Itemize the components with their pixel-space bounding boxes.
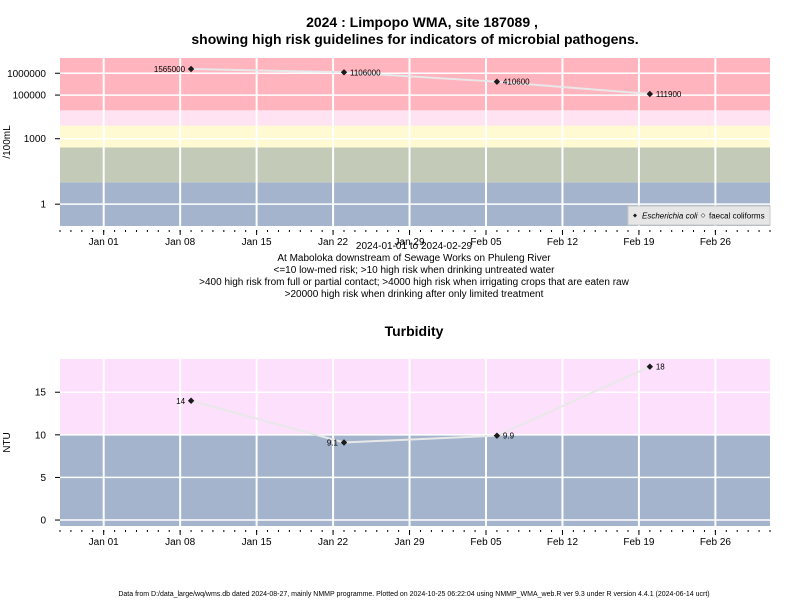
- x-tick-label-feb-05: Feb 05: [470, 537, 502, 548]
- data-point-111900: [646, 90, 654, 98]
- data-label-111900: 111900: [656, 90, 682, 99]
- data-point-410600: [493, 78, 501, 85]
- legend-label-faecal-coliforms: faecal coliforms: [709, 212, 765, 221]
- x-tick-label-feb-05: Feb 05: [470, 237, 502, 248]
- risk-band-4: [60, 110, 770, 126]
- data-point-14: [187, 397, 195, 404]
- guideline-note-2: >400 high risk from full or partial cont…: [199, 277, 629, 288]
- data-label-410600: 410600: [503, 78, 530, 87]
- y-tick-label-15: 15: [35, 388, 47, 399]
- chart-title-line1: 2024 : Limpopo WMA, site 187089 ,: [306, 14, 538, 30]
- data-point-1106000: [340, 69, 348, 76]
- x-tick-label-jan-29: Jan 29: [395, 237, 425, 248]
- data-label-9.9: 9.9: [503, 432, 515, 441]
- x-tick-label-feb-12: Feb 12: [547, 537, 579, 548]
- legend-box: [627, 205, 771, 226]
- y-axis-label: NTU: [2, 432, 13, 453]
- data-point-9.1: [340, 439, 348, 446]
- data-label-9.1: 9.1: [327, 439, 339, 448]
- y-tick-label-0: 0: [40, 516, 46, 527]
- data-point-18: [646, 363, 654, 370]
- site-description-note: At Maboloka downstream of Sewage Works o…: [277, 253, 551, 264]
- y-tick-label-100000: 100000: [13, 91, 47, 102]
- x-tick-label-jan-08: Jan 08: [165, 537, 195, 548]
- x-tick-label-feb-12: Feb 12: [547, 237, 579, 248]
- x-tick-label-jan-22: Jan 22: [318, 537, 348, 548]
- date-range-note: 2024-01-01 to 2024-02-29: [356, 241, 473, 252]
- turbidity-panel: Jan 01 Jan 08 Jan 15 Jan 22 Jan 29 Feb 05 Feb …: [2, 359, 771, 548]
- data-label-1565000: 1565000: [154, 65, 186, 74]
- guideline-note-3: >20000 high risk when drinking after onl…: [285, 289, 544, 300]
- risk-band-1: [60, 434, 770, 526]
- data-label-1106000: 1106000: [350, 68, 381, 77]
- x-tick-label-jan-15: Jan 15: [242, 237, 272, 248]
- turbidity-title: Turbidity: [385, 323, 444, 339]
- data-point-1565000: [187, 65, 195, 73]
- y-tick-label-10: 10: [35, 430, 47, 441]
- series-line-1: [190, 365, 651, 444]
- x-tick-label-feb-26: Feb 26: [700, 537, 732, 548]
- x-tick-label-feb-19: Feb 19: [623, 237, 655, 248]
- microbial-panel: Jan 01 Jan 08 Jan 15 Jan 22 Jan 29 Feb 05 Feb …: [2, 58, 771, 248]
- series-line-1: [191, 68, 650, 96]
- footer-note: Data from D:/data_large/wq/wms.db dated …: [118, 591, 709, 598]
- y-axis-label: /100mL: [2, 125, 13, 159]
- risk-band-2: [60, 359, 770, 435]
- y-tick-label-1000: 1000: [24, 134, 47, 145]
- x-tick-label-jan-01: Jan 01: [89, 537, 119, 548]
- guideline-note-1: <=10 low-med risk; >10 high risk when dr…: [274, 265, 556, 276]
- y-tick-label-1: 1: [40, 200, 46, 211]
- x-tick-label-jan-01: Jan 01: [89, 237, 119, 248]
- risk-band-3: [60, 125, 770, 148]
- legend-marker-e-coli: [633, 213, 637, 218]
- x-tick-label-jan-15: Jan 15: [242, 537, 272, 548]
- x-tick-label-feb-19: Feb 19: [623, 537, 655, 548]
- chart-title-line2: showing high risk guidelines for indicat…: [191, 31, 638, 47]
- data-label-18: 18: [656, 363, 665, 372]
- risk-band-5: [60, 58, 770, 111]
- legend-marker-faecal-coliforms: [700, 213, 706, 218]
- data-point-9.9: [493, 432, 501, 439]
- x-tick-label-jan-29: Jan 29: [395, 537, 425, 548]
- y-tick-label-5: 5: [40, 473, 46, 484]
- risk-band-2: [60, 147, 770, 183]
- x-tick-label-jan-22: Jan 22: [318, 237, 348, 248]
- data-label-14: 14: [176, 397, 185, 406]
- x-tick-label-jan-08: Jan 08: [165, 237, 195, 248]
- x-tick-label-feb-26: Feb 26: [700, 237, 732, 248]
- y-tick-label-1000000: 1000000: [7, 69, 46, 80]
- legend-label-e-coli: Escherichia coli: [642, 212, 698, 221]
